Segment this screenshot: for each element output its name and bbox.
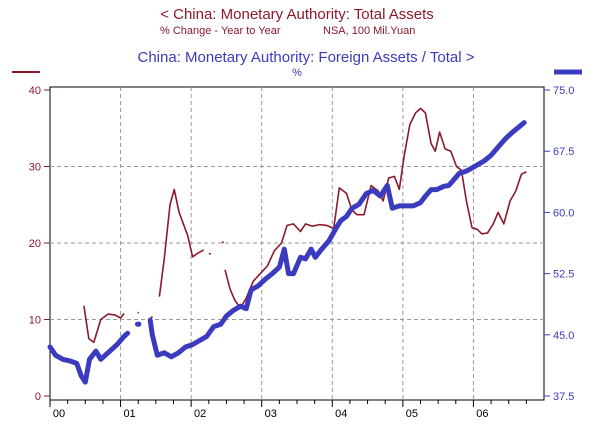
y-left-tick-label: 20 — [29, 238, 41, 250]
series-total-assets — [83, 107, 527, 344]
series-line-segment — [83, 305, 125, 344]
x-tick-label: 06 — [476, 408, 488, 420]
y-right-tick-label: 37.5 — [553, 391, 574, 403]
series-line-segment — [158, 188, 205, 297]
grid-layer — [50, 87, 544, 400]
y-right-tick-label: 45.0 — [553, 330, 574, 342]
x-tick-label: 01 — [123, 408, 135, 420]
y-right-tick-label: 60.0 — [553, 207, 574, 219]
x-tick-label: 05 — [406, 408, 418, 420]
chart-title-left: < China: Monetary Authority: Total Asset… — [160, 6, 434, 23]
chart-subtitle-left-change: % Change - Year to Year — [160, 25, 281, 37]
series-foreign-assets-share — [47, 120, 527, 385]
x-tick-label: 02 — [194, 408, 206, 420]
y-right-tick-label: 67.5 — [553, 146, 574, 158]
series-line-segment — [224, 107, 527, 309]
y-right-tick-label: 75.0 — [553, 85, 574, 97]
y-left-tick-label: 30 — [29, 162, 41, 174]
x-tick-label: 00 — [53, 408, 65, 420]
x-tick-label: 03 — [265, 408, 277, 420]
chart-subtitle-left-units: NSA, 100 Mil.Yuan — [323, 25, 415, 37]
series-line-segment — [221, 240, 225, 244]
chart-subtitle-right: % — [292, 67, 302, 79]
y-left-tick-label: 0 — [35, 391, 41, 403]
series-line-segment — [47, 330, 131, 385]
y-left-tick-label: 10 — [29, 315, 41, 327]
chart-title-right: China: Monetary Authority: Foreign Asset… — [138, 49, 475, 66]
y-left-tick-label: 40 — [29, 85, 41, 97]
y-right-tick-label: 52.5 — [553, 269, 574, 281]
x-tick-label: 04 — [335, 408, 347, 420]
series-layer — [47, 107, 527, 385]
series-line-segment — [147, 120, 527, 360]
tick-layer: 00 01 02 03 04 05 06 0 10 20 30 40 37.5 45.0 52.5 60.0 6… — [29, 85, 575, 420]
